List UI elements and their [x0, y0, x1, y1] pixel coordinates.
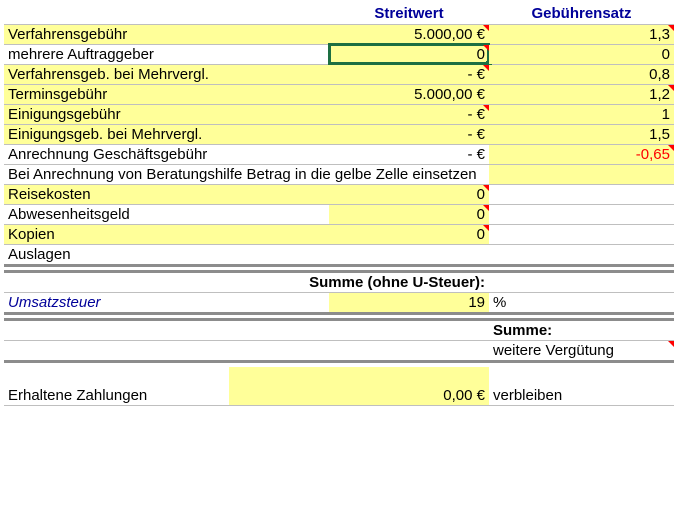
- row-value[interactable]: 0: [329, 184, 489, 204]
- further-pay-label: weitere Vergütung: [489, 340, 674, 361]
- row-pad: [229, 24, 329, 44]
- blank: [329, 319, 489, 340]
- row-streitwert[interactable]: - €: [329, 124, 489, 144]
- sum-no-tax-label: Summe (ohne U-Steuer):: [229, 271, 489, 292]
- row-value[interactable]: 0: [329, 224, 489, 244]
- row-satz-negative[interactable]: -0,65: [489, 144, 674, 164]
- row-blank: [489, 244, 674, 265]
- remain-label: verbleiben: [489, 367, 674, 405]
- blank: [229, 292, 329, 313]
- row-label: Verfahrensgebühr: [4, 24, 229, 44]
- row-streitwert[interactable]: - €: [329, 144, 489, 164]
- received-value[interactable]: 0,00 €: [329, 367, 489, 405]
- sum-no-tax-value: [489, 271, 674, 292]
- row-blank: [489, 184, 674, 204]
- row-label: Abwesenheitsgeld: [4, 204, 229, 224]
- row-satz[interactable]: 0: [489, 44, 674, 64]
- row-label: Terminsgebühr: [4, 84, 229, 104]
- row-label: Anrechnung Geschäftsgebühr: [4, 144, 229, 164]
- row-pad: [229, 104, 329, 124]
- row-satz[interactable]: 0,8: [489, 64, 674, 84]
- row-pad: [229, 184, 329, 204]
- row-blank: [489, 204, 674, 224]
- note-row-input[interactable]: [489, 164, 674, 184]
- row-pad: [229, 84, 329, 104]
- row-label: Kopien: [4, 224, 229, 244]
- header-blank-b: [229, 4, 329, 24]
- row-label: Einigungsgeb. bei Mehrvergl.: [4, 124, 229, 144]
- row-value[interactable]: 0: [329, 204, 489, 224]
- header-blank-a: [4, 4, 229, 24]
- row-label: Auslagen: [4, 244, 229, 265]
- row-satz[interactable]: 1,2: [489, 84, 674, 104]
- row-satz[interactable]: 1,3: [489, 24, 674, 44]
- received-label: Erhaltene Zahlungen: [4, 367, 229, 405]
- fee-table: Streitwert Gebührensatz Verfahrensgebühr…: [4, 4, 674, 406]
- row-pad: [229, 244, 329, 265]
- note-row: Bei Anrechnung von Beratungshilfe Betrag…: [4, 164, 489, 184]
- row-label: mehrere Auftraggeber: [4, 44, 229, 64]
- row-streitwert[interactable]: - €: [329, 64, 489, 84]
- row-streitwert[interactable]: 5.000,00 €: [329, 84, 489, 104]
- header-gebuehrensatz: Gebührensatz: [489, 4, 674, 24]
- blank: [329, 340, 489, 361]
- row-satz[interactable]: 1,5: [489, 124, 674, 144]
- blank: [229, 319, 329, 340]
- row-value[interactable]: [329, 244, 489, 265]
- blank: [229, 340, 329, 361]
- blank: [4, 271, 229, 292]
- row-pad: [229, 64, 329, 84]
- header-streitwert: Streitwert: [329, 4, 489, 24]
- row-pad: [229, 124, 329, 144]
- row-blank: [489, 224, 674, 244]
- row-label: Reisekosten: [4, 184, 229, 204]
- row-pad: [229, 204, 329, 224]
- row-streitwert-selected[interactable]: 0: [329, 44, 489, 64]
- row-label: Einigungsgebühr: [4, 104, 229, 124]
- row-pad: [229, 224, 329, 244]
- row-satz[interactable]: 1: [489, 104, 674, 124]
- received-pad: [229, 367, 329, 405]
- blank: [4, 340, 229, 361]
- row-pad: [229, 144, 329, 164]
- row-streitwert[interactable]: - €: [329, 104, 489, 124]
- tax-value[interactable]: 19: [329, 292, 489, 313]
- row-label: Verfahrensgeb. bei Mehrvergl.: [4, 64, 229, 84]
- tax-unit: %: [489, 292, 674, 313]
- sum-label: Summe:: [489, 319, 674, 340]
- tax-label: Umsatzsteuer: [4, 292, 229, 313]
- row-streitwert[interactable]: 5.000,00 €: [329, 24, 489, 44]
- blank: [4, 319, 229, 340]
- row-pad: [229, 44, 329, 64]
